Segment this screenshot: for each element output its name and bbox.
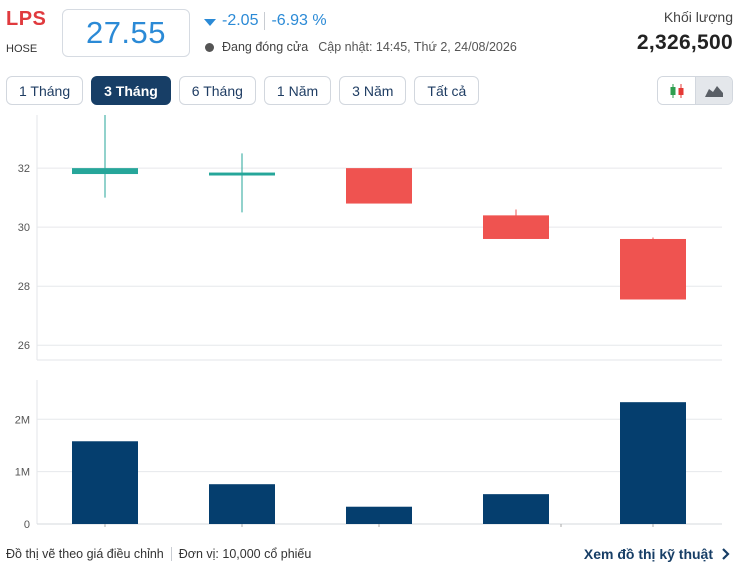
price-change: -2.05 xyxy=(222,12,259,29)
adjusted-price-note: Đồ thị vẽ theo giá điều chỉnh xyxy=(6,547,164,561)
volume-tick-label: 0 xyxy=(24,519,30,528)
volume-value: 2,326,500 xyxy=(636,31,733,54)
price-volume-chart: 2628303201M2M18.0819.0820.0822.0824.08 xyxy=(15,115,722,528)
price-change-row: -2.05 -6.93 % xyxy=(204,12,327,30)
range-tab-3[interactable]: 1 Năm xyxy=(263,76,332,105)
area-chart-icon xyxy=(705,85,723,97)
candlestick-icon xyxy=(670,83,683,98)
volume-bar xyxy=(346,506,412,524)
volume-tick-label: 2M xyxy=(15,414,30,426)
area-chart-button[interactable] xyxy=(695,77,732,104)
chevron-right-icon xyxy=(722,548,730,560)
market-status: Đang đóng cửa xyxy=(222,40,309,54)
candle-body xyxy=(209,172,275,176)
unit-note: Đơn vị: 10,000 cổ phiếu xyxy=(178,547,312,561)
price-tick-label: 30 xyxy=(18,222,30,234)
range-tab-5[interactable]: Tất cả xyxy=(414,76,480,105)
volume-label: Khối lượng xyxy=(663,9,733,25)
range-tab-0[interactable]: 1 Tháng xyxy=(6,76,84,105)
updated-time: Cập nhật: 14:45, Thứ 2, 24/08/2026 xyxy=(318,40,517,54)
status-dot-icon xyxy=(205,42,214,52)
range-tab-1[interactable]: 3 Tháng xyxy=(91,76,171,105)
price-tick-label: 28 xyxy=(18,281,30,293)
candle-body xyxy=(483,215,549,239)
ticker-symbol: LPS xyxy=(6,8,47,30)
range-tab-4[interactable]: 3 Năm xyxy=(339,76,407,105)
footer-notes: Đồ thị vẽ theo giá điều chỉnh Đơn vị: 10… xyxy=(6,547,311,561)
down-arrow-icon xyxy=(204,18,216,26)
volume-bar xyxy=(483,494,549,524)
range-tab-2[interactable]: 6 Tháng xyxy=(178,76,256,105)
time-range-tabs: 1 Tháng 3 Tháng 6 Tháng 1 Năm 3 Năm Tất cả xyxy=(6,76,480,105)
technical-chart-link-label: Xem đồ thị kỹ thuật xyxy=(583,546,713,562)
price-box: 27.55 xyxy=(62,9,190,57)
price-change-percent: -6.93 % xyxy=(271,12,327,29)
price-tick-label: 32 xyxy=(18,163,30,175)
volume-tick-label: 1M xyxy=(15,467,30,479)
exchange-label: HOSE xyxy=(6,43,38,55)
technical-chart-link[interactable]: Xem đồ thị kỹ thuật xyxy=(584,546,733,562)
candlestick-button[interactable] xyxy=(658,77,695,104)
market-status-row: Đang đóng cửa Cập nhật: 14:45, Thứ 2, 24… xyxy=(205,40,517,54)
current-price: 27.55 xyxy=(85,15,167,50)
volume-bar xyxy=(209,484,275,524)
change-divider xyxy=(264,12,266,30)
footer-divider xyxy=(170,547,172,561)
price-tick-label: 26 xyxy=(18,340,30,352)
chart-type-switch xyxy=(657,76,733,105)
candle-body xyxy=(620,238,686,300)
candle-body xyxy=(346,168,412,204)
candle-body xyxy=(72,168,138,175)
volume-bar xyxy=(72,441,138,524)
volume-bar xyxy=(620,402,686,524)
